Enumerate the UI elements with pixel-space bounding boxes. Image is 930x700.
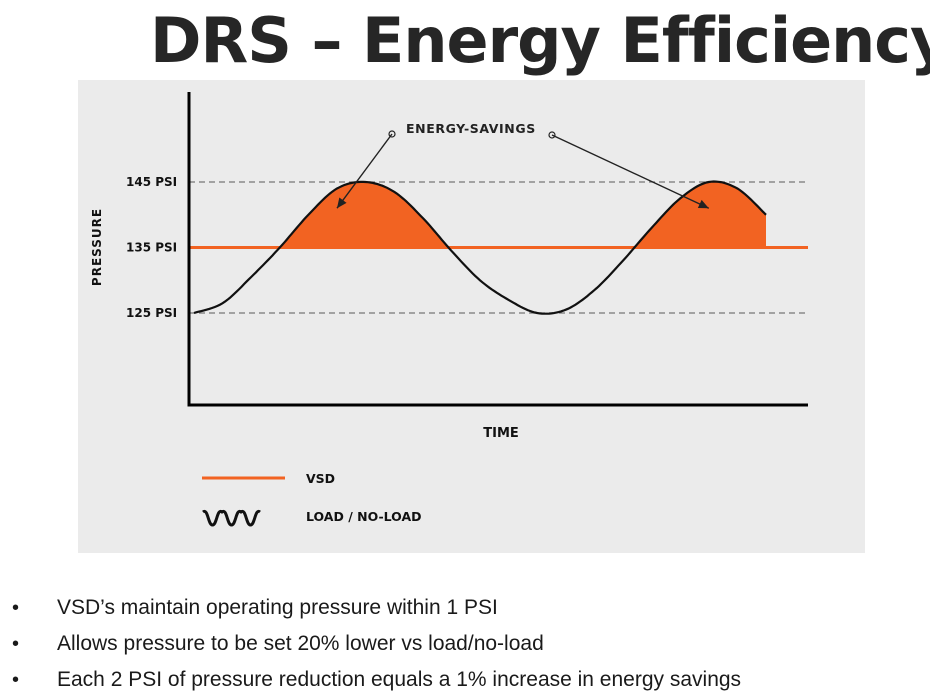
energy-savings-area-2 (634, 181, 766, 248)
annotation-arrow-2 (551, 134, 710, 209)
y-tick-label-145: 145 PSI (126, 175, 177, 189)
bullet-marker: • (12, 597, 20, 619)
legend-vsd-label: VSD (306, 471, 335, 486)
bullet-list: • VSD’s maintain operating pressure with… (0, 590, 930, 698)
bullet-text-lower-setpoint: Allows pressure to be set 20% lower vs l… (57, 632, 544, 655)
pressure-chart: 125 PSI 135 PSI 145 PSI PRESSURE TIME ENERGY-… (78, 80, 865, 553)
annotation-arrowhead-2 (697, 199, 709, 209)
page-title: DRS – Energy Efficiency (150, 4, 930, 77)
x-axis-label: TIME (483, 426, 519, 441)
y-tick-label-125: 125 PSI (126, 306, 177, 320)
bullet-item: • VSD’s maintain operating pressure with… (0, 590, 930, 626)
bullet-text-energy-savings: Each 2 PSI of pressure reduction equals … (57, 668, 742, 691)
legend-load-swatch (202, 509, 261, 527)
bullet-item: • Allows pressure to be set 20% lower vs… (0, 626, 930, 662)
bullet-item: • Each 2 PSI of pressure reduction equal… (0, 662, 930, 698)
annotation-arrow-1 (336, 133, 393, 209)
energy-savings-annotation: ENERGY-SAVINGS (406, 121, 536, 136)
bullet-marker: • (12, 669, 20, 691)
chart-background (78, 80, 865, 553)
energy-savings-area-1 (279, 181, 447, 248)
chart-svg: 125 PSI 135 PSI 145 PSI PRESSURE TIME ENERGY-… (78, 80, 865, 553)
bullet-marker: • (12, 633, 20, 655)
load-no-load-series-line (193, 180, 767, 315)
annotation-arrowhead-1 (337, 197, 347, 209)
y-axis-label: PRESSURE (90, 208, 104, 286)
y-tick-label-135: 135 PSI (126, 241, 177, 255)
bullet-text-vsd-pressure: VSD’s maintain operating pressure within… (57, 596, 498, 619)
legend-load-label: LOAD / NO-LOAD (306, 509, 422, 524)
